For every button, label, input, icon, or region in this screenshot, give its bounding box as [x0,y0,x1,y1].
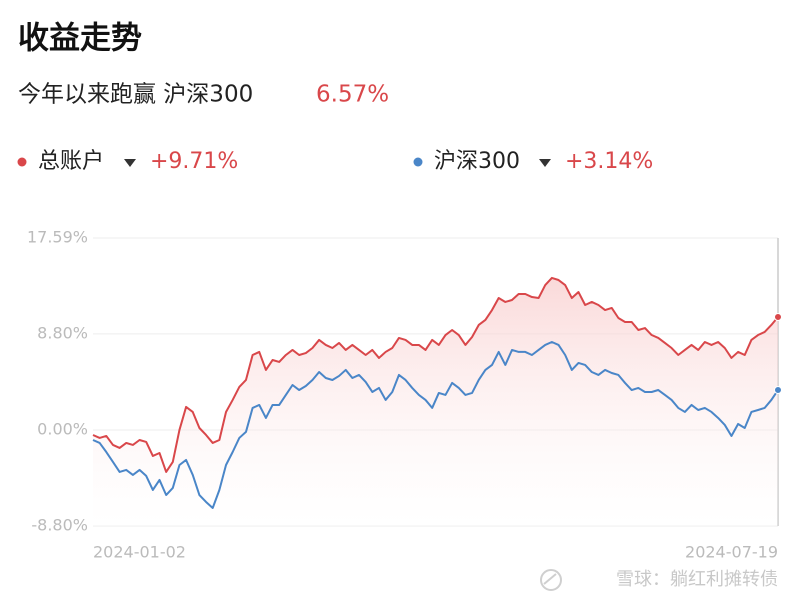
series-line [92,276,779,473]
legend-dropdown [539,159,551,167]
end-point [774,313,782,322]
legend-marker [413,157,423,167]
watermark-icon [540,569,562,591]
legend-label: 沪深300 [434,149,520,174]
subtitle: 今年以来跑赢 沪深300 [18,82,253,108]
y-tick-label: 0.00% [37,419,88,438]
y-tick-label: -8.80% [31,516,88,535]
legend-change: +3.14% [565,149,653,174]
watermark: 雪球：躺红利摊转债 [616,569,778,590]
x-tick-label: 2024-07-19 [685,543,778,562]
series-line [92,341,779,509]
legend-marker [17,157,27,167]
end-point [774,386,782,395]
y-tick-label: 17.59% [27,228,88,247]
legend-dropdown [124,159,136,167]
y-tick-label: 8.80% [37,323,88,342]
chart-title: 收益走势 [18,21,142,57]
subtitle-value: 6.57% [316,82,389,108]
legend-change: +9.71% [150,149,238,174]
x-tick-label: 2024-01-02 [93,543,186,562]
legend-label: 总账户 [38,149,104,174]
